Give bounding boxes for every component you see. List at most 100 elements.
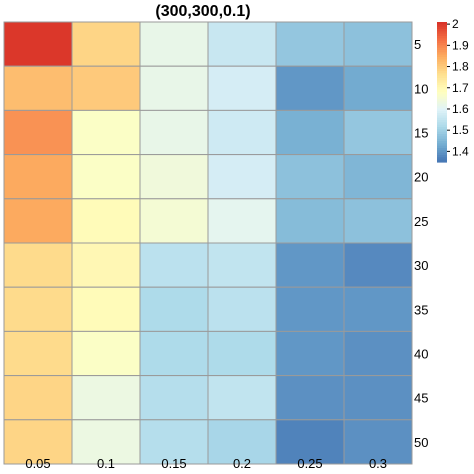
legend-gradient-segment bbox=[437, 36, 447, 39]
heatmap-cell bbox=[207, 154, 277, 200]
legend-gradient-segment bbox=[437, 99, 447, 102]
heatmap-cell bbox=[275, 65, 345, 111]
heatmap-cell bbox=[71, 154, 141, 200]
heatmap-cell bbox=[275, 419, 345, 465]
heatmap-cell bbox=[139, 65, 209, 111]
heatmap-cell bbox=[71, 419, 141, 465]
heatmap-cell bbox=[139, 419, 209, 465]
legend-gradient-segment bbox=[437, 113, 447, 116]
y-tick-label: 5 bbox=[414, 37, 421, 52]
legend-gradient-segment bbox=[437, 155, 447, 158]
legend-gradient-segment bbox=[437, 68, 447, 72]
legend-gradient-segment bbox=[437, 138, 447, 142]
legend-gradient-segment bbox=[437, 31, 447, 35]
heatmap-cell bbox=[139, 109, 209, 156]
legend-gradient-segment bbox=[437, 33, 447, 37]
legend-gradient-segment bbox=[437, 136, 447, 140]
legend-gradient-segment bbox=[437, 134, 447, 137]
legend-gradient-segment bbox=[437, 24, 447, 28]
heatmap-cell bbox=[71, 242, 141, 288]
x-tick-label: 0.3 bbox=[369, 456, 387, 471]
heatmap-cells bbox=[3, 21, 413, 465]
heatmap-cell bbox=[275, 109, 345, 156]
heatmap-cell bbox=[343, 242, 413, 288]
legend-tick-label: 1.8 bbox=[452, 60, 469, 74]
legend-gradient-segment bbox=[437, 106, 447, 109]
legend-gradient-segment bbox=[437, 87, 447, 91]
heatmap-cell bbox=[139, 21, 209, 67]
heatmap-cell bbox=[3, 154, 73, 200]
y-tick-label: 30 bbox=[414, 258, 428, 273]
legend-tick-label: 1.4 bbox=[452, 144, 469, 158]
y-tick-label: 45 bbox=[414, 391, 428, 406]
heatmap-cell bbox=[3, 65, 73, 111]
x-tick-label: 0.25 bbox=[297, 456, 322, 471]
legend-gradient-segment bbox=[437, 122, 447, 126]
heatmap-cell bbox=[343, 198, 413, 244]
legend-gradient-segment bbox=[437, 94, 447, 98]
heatmap-cell bbox=[275, 198, 345, 244]
legend-gradient-segment bbox=[437, 59, 447, 63]
legend-gradient-segment bbox=[437, 150, 447, 154]
heatmap-cell bbox=[343, 154, 413, 200]
legend-tick-label: 1.9 bbox=[452, 38, 469, 52]
heatmap-cell bbox=[71, 198, 141, 244]
heatmap-cell bbox=[3, 375, 73, 421]
heatmap-cell bbox=[275, 286, 345, 332]
legend-gradient-segment bbox=[437, 152, 447, 156]
x-tick-label: 0.05 bbox=[25, 456, 50, 471]
legend-gradient-segment bbox=[437, 92, 447, 95]
legend-gradient-segment bbox=[437, 78, 447, 81]
heatmap-cell bbox=[71, 286, 141, 332]
legend-gradient-segment bbox=[437, 54, 447, 58]
legend-gradient-segment bbox=[437, 85, 447, 88]
y-tick-label: 40 bbox=[414, 347, 428, 362]
x-tick-label: 0.15 bbox=[161, 456, 186, 471]
heatmap-cell bbox=[139, 375, 209, 421]
legend-gradient-segment bbox=[437, 26, 447, 30]
y-axis-labels: 5 10 15 20 25 30 35 40 45 50 bbox=[414, 37, 428, 450]
heatmap-cell bbox=[275, 154, 345, 200]
legend-tick-label: 1.6 bbox=[452, 102, 469, 116]
legend-gradient-segment bbox=[437, 45, 447, 49]
legend-gradient-segment bbox=[437, 108, 447, 112]
heatmap-cell bbox=[207, 330, 277, 377]
heatmap-cell bbox=[207, 21, 277, 67]
heatmap-cell bbox=[207, 286, 277, 332]
legend-gradient-segment bbox=[437, 43, 447, 46]
heatmap-cell bbox=[343, 65, 413, 111]
color-legend: 1.4 1.5 1.6 1.7 1.8 1.9 2 bbox=[437, 17, 469, 163]
legend-gradient-segment bbox=[437, 131, 447, 135]
x-tick-label: 0.1 bbox=[97, 456, 115, 471]
x-tick-label: 0.2 bbox=[233, 456, 251, 471]
heatmap-cell bbox=[343, 419, 413, 465]
heatmap-cell bbox=[207, 242, 277, 288]
heatmap-cell bbox=[343, 21, 413, 67]
legend-tick-label: 2 bbox=[452, 17, 459, 31]
legend-gradient-segment bbox=[437, 66, 447, 70]
legend-gradient-segment bbox=[437, 141, 447, 144]
heatmap-cell bbox=[139, 286, 209, 332]
heatmap-cell bbox=[71, 375, 141, 421]
legend-gradient-segment bbox=[437, 115, 447, 119]
legend-gradient-segment bbox=[437, 124, 447, 128]
legend-gradient-segment bbox=[437, 82, 447, 86]
legend-gradient-segment bbox=[437, 61, 447, 65]
legend-gradient-segment bbox=[437, 40, 447, 44]
chart-title: (300,300,0.1) bbox=[155, 3, 250, 20]
heatmap-cell bbox=[139, 330, 209, 377]
legend-gradient-segment bbox=[437, 120, 447, 123]
heatmap-cell bbox=[139, 198, 209, 244]
legend-gradient-segment bbox=[437, 50, 447, 53]
legend-gradient-segment bbox=[437, 101, 447, 105]
heatmap-cell bbox=[343, 330, 413, 377]
y-tick-label: 25 bbox=[414, 214, 428, 229]
legend-gradient-segment bbox=[437, 75, 447, 79]
legend-gradient-segment bbox=[437, 22, 447, 25]
heatmap-cell bbox=[207, 65, 277, 111]
heatmap-cell bbox=[3, 286, 73, 332]
legend-gradient-segment bbox=[437, 159, 447, 163]
heatmap-cell bbox=[3, 242, 73, 288]
heatmap-cell bbox=[3, 21, 73, 67]
